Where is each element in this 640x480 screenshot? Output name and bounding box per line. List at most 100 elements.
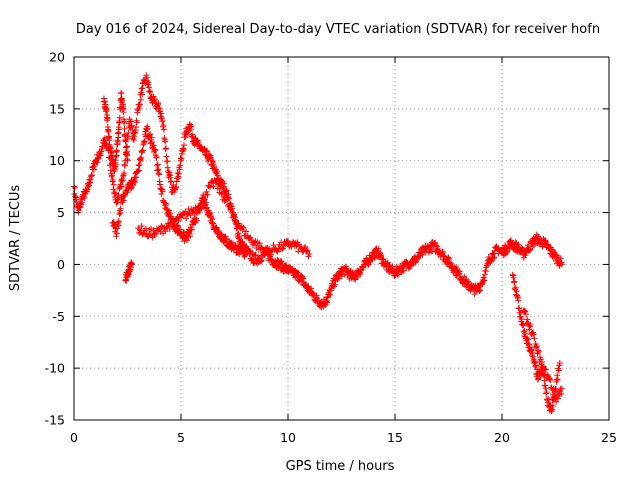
lower-branch-point	[135, 168, 142, 175]
main-track-point	[221, 180, 228, 187]
main-track-point	[419, 251, 426, 258]
secondary-track-point	[284, 238, 291, 245]
secondary-track-point	[267, 251, 274, 258]
late-descent-point	[532, 362, 539, 369]
main-track-point	[477, 287, 484, 294]
late-lower-branch-point	[555, 395, 562, 402]
late-lower-branch-point	[522, 311, 529, 318]
x-tick-label-5: 5	[177, 430, 185, 445]
morning-spike-point	[113, 152, 120, 159]
secondary-track-point	[213, 179, 220, 186]
main-track-point	[439, 249, 446, 256]
secondary-track-point	[270, 242, 277, 249]
lower-branch-point	[111, 221, 118, 228]
late-lower-branch-point	[527, 322, 534, 329]
lower-branch-point	[188, 226, 195, 233]
main-track-point	[213, 168, 220, 175]
late-descent-point	[556, 359, 563, 366]
secondary-track-point	[302, 243, 309, 250]
main-track-point	[79, 199, 86, 206]
morning-spike-point	[118, 89, 125, 96]
secondary-track-point	[218, 190, 225, 197]
x-tick-label-15: 15	[387, 430, 403, 445]
secondary-track-point	[306, 251, 313, 258]
morning-spike-point	[113, 147, 120, 154]
lower-branch-point	[193, 217, 200, 224]
main-track-point	[429, 247, 436, 254]
morning-spike-point	[121, 125, 128, 132]
late-lower-branch-point	[553, 398, 560, 405]
secondary-track-point	[285, 238, 291, 245]
secondary-track-point	[243, 228, 250, 235]
main-track-point	[453, 264, 460, 271]
main-track-point	[139, 91, 146, 98]
data-points	[71, 72, 565, 415]
main-track-point	[465, 281, 472, 288]
late-descent-point	[554, 376, 561, 383]
lower-branch-point	[159, 188, 166, 195]
main-track-point	[441, 252, 448, 259]
lower-branch-point	[132, 179, 139, 186]
main-track-point	[71, 184, 78, 191]
late-descent-point	[549, 402, 556, 409]
late-lower-branch-point	[533, 344, 540, 351]
main-track-point	[378, 252, 385, 259]
main-track-point	[461, 273, 468, 280]
lower-branch-point	[148, 139, 155, 146]
late-descent-point	[525, 341, 532, 348]
y-tick-label-10: 10	[49, 153, 65, 168]
main-track-point	[109, 177, 116, 184]
main-track-point	[149, 99, 156, 106]
secondary-track-point	[279, 245, 286, 252]
main-track-point	[110, 181, 117, 188]
secondary-track-point	[183, 210, 190, 217]
main-track-point	[109, 172, 116, 179]
main-track-point	[85, 182, 92, 189]
morning-spike-point	[104, 115, 111, 122]
main-track-point	[173, 184, 180, 191]
main-track-point	[121, 170, 128, 177]
secondary-track-point	[204, 191, 211, 198]
morning-spike-point	[123, 144, 130, 151]
y-tick-label-20: 20	[49, 50, 65, 65]
secondary-track-point	[230, 209, 237, 216]
late-lower-branch-point	[524, 316, 531, 323]
morning-spike-point	[112, 161, 119, 168]
main-track-point	[133, 119, 140, 126]
main-track-point	[369, 255, 376, 262]
y-tick-label--5: -5	[53, 309, 65, 324]
dip-near-2.6h-point	[125, 272, 132, 279]
main-track-point	[491, 254, 498, 261]
main-track-point	[180, 142, 187, 149]
main-track-point	[164, 158, 171, 165]
secondary-track-point	[231, 214, 238, 221]
morning-spike-point	[105, 128, 112, 135]
late-descent-point	[543, 389, 550, 396]
main-track-point	[476, 288, 483, 295]
main-track-point	[175, 170, 182, 177]
plot-frame	[73, 56, 610, 421]
late-lower-branch-point	[535, 348, 542, 355]
late-lower-branch-point	[535, 347, 542, 354]
late-lower-branch-point	[542, 366, 549, 373]
main-track-point	[133, 124, 140, 131]
main-track-point	[128, 122, 135, 129]
lower-branch-point	[177, 226, 184, 233]
lower-branch-point	[139, 147, 146, 154]
main-track-point	[223, 187, 230, 194]
secondary-track-point	[304, 247, 311, 254]
secondary-track-point	[213, 176, 220, 183]
main-track-point	[295, 269, 302, 276]
y-tick-label-5: 5	[57, 205, 65, 220]
lower-branch-point	[138, 154, 145, 161]
late-lower-branch-point	[533, 343, 540, 350]
x-tick-label-10: 10	[280, 430, 296, 445]
main-track-point	[168, 178, 175, 185]
x-axis-label: GPS time / hours	[286, 459, 395, 474]
secondary-track-point	[162, 228, 169, 235]
late-lower-branch-point	[546, 376, 553, 383]
late-descent-point	[511, 278, 518, 285]
lower-branch-point	[156, 171, 163, 178]
secondary-track-point	[261, 252, 268, 259]
secondary-track-point	[293, 242, 300, 249]
